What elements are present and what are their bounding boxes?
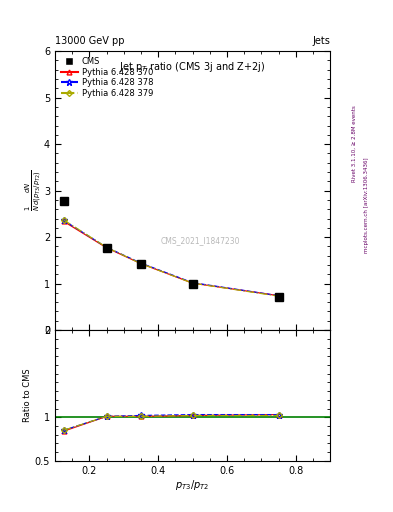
Text: CMS_2021_I1847230: CMS_2021_I1847230	[161, 237, 241, 245]
Text: mcplots.cern.ch [arXiv:1306.3436]: mcplots.cern.ch [arXiv:1306.3436]	[364, 157, 369, 252]
Text: 13000 GeV pp: 13000 GeV pp	[55, 36, 125, 46]
Legend: CMS, Pythia 6.428 370, Pythia 6.428 378, Pythia 6.428 379: CMS, Pythia 6.428 370, Pythia 6.428 378,…	[59, 55, 155, 100]
Text: Jets: Jets	[312, 36, 330, 46]
Text: Jet p$_{T}$ ratio (CMS 3j and Z+2j): Jet p$_{T}$ ratio (CMS 3j and Z+2j)	[119, 59, 266, 74]
Y-axis label: Ratio to CMS: Ratio to CMS	[23, 369, 32, 422]
Text: Rivet 3.1.10, ≥ 2.8M events: Rivet 3.1.10, ≥ 2.8M events	[352, 105, 357, 182]
X-axis label: $p_{T3}/p_{T2}$: $p_{T3}/p_{T2}$	[175, 478, 210, 493]
Y-axis label: $\frac{1}{N}\frac{dN}{d(p_{T3}/p_{T2})}$: $\frac{1}{N}\frac{dN}{d(p_{T3}/p_{T2})}$	[23, 170, 42, 211]
